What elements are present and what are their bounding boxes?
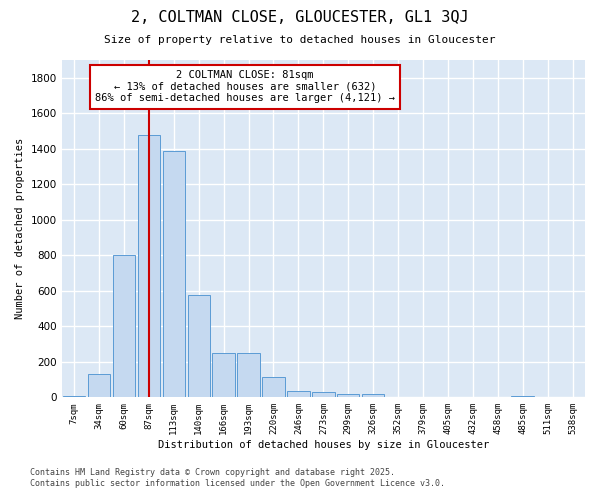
Bar (63, 396, 85, 398)
Y-axis label: Number of detached properties: Number of detached properties (15, 138, 25, 320)
Text: 2 COLTMAN CLOSE: 81sqm
← 13% of detached houses are smaller (632)
86% of semi-de: 2 COLTMAN CLOSE: 81sqm ← 13% of detached… (95, 70, 395, 103)
Text: 2, COLTMAN CLOSE, GLOUCESTER, GL1 3QJ: 2, COLTMAN CLOSE, GLOUCESTER, GL1 3QJ (131, 10, 469, 25)
Bar (88, 374, 110, 398)
Text: Contains HM Land Registry data © Crown copyright and database right 2025.
Contai: Contains HM Land Registry data © Crown c… (30, 468, 445, 487)
X-axis label: Distribution of detached houses by size in Gloucester: Distribution of detached houses by size … (158, 440, 489, 450)
Bar (287, 391, 310, 398)
Bar (188, 295, 210, 398)
Bar (312, 392, 335, 398)
Bar (113, 256, 135, 398)
Bar (238, 353, 260, 398)
Bar (212, 353, 235, 398)
Bar (137, 134, 160, 398)
Bar (337, 394, 359, 398)
Text: Size of property relative to detached houses in Gloucester: Size of property relative to detached ho… (104, 35, 496, 45)
Bar (511, 396, 534, 398)
Bar (362, 394, 385, 398)
Bar (163, 150, 185, 398)
Bar (262, 377, 285, 398)
